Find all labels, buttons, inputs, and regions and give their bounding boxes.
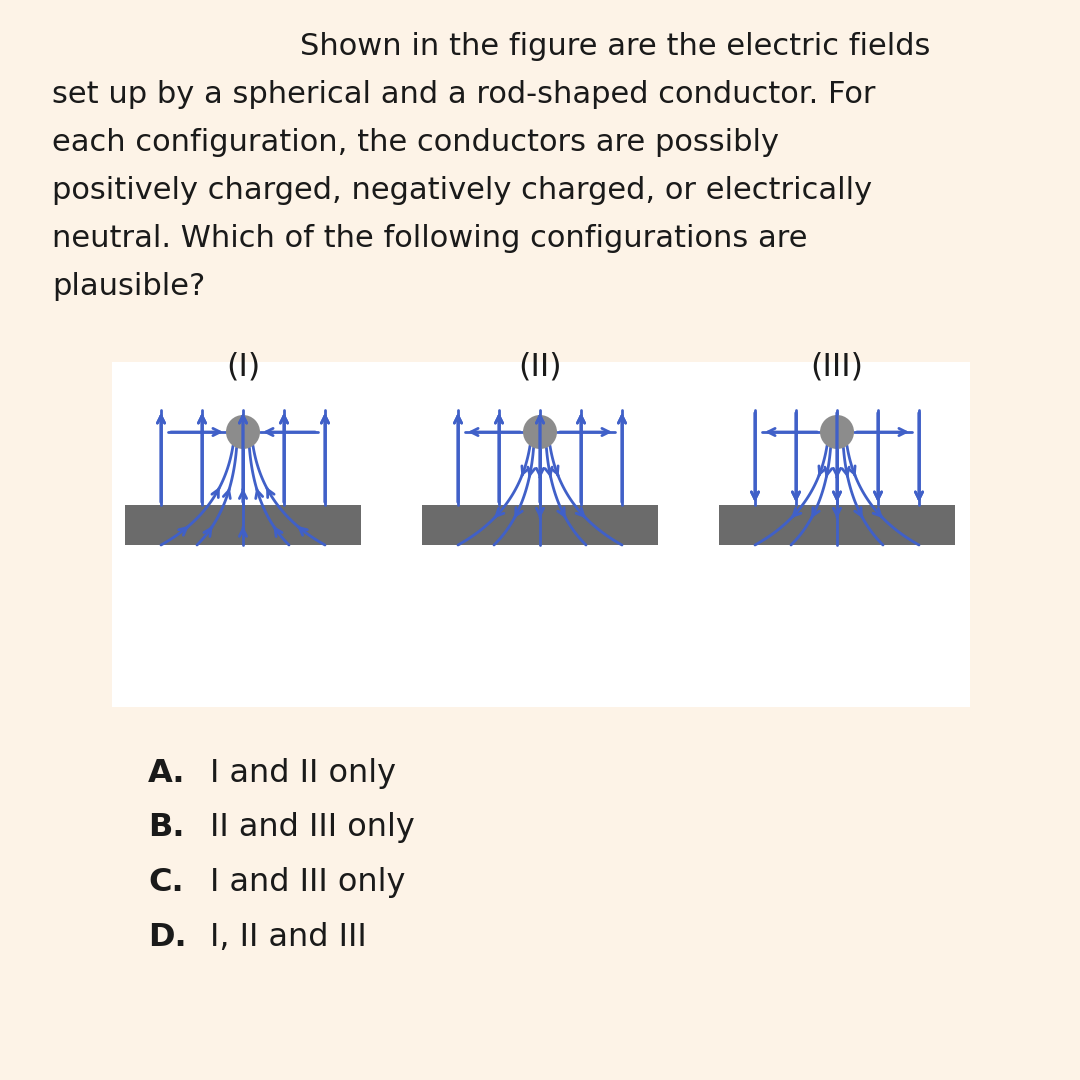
Text: II and III only: II and III only xyxy=(210,812,415,843)
Text: (I): (I) xyxy=(226,351,260,382)
Bar xyxy=(719,505,955,545)
Text: B.: B. xyxy=(148,812,185,843)
Text: Shown in the figure are the electric fields: Shown in the figure are the electric fie… xyxy=(300,32,930,60)
Bar xyxy=(422,505,658,545)
Text: (II): (II) xyxy=(518,351,562,382)
Text: A.: A. xyxy=(148,758,186,789)
Text: C.: C. xyxy=(148,867,184,897)
Text: I and III only: I and III only xyxy=(210,867,405,897)
Text: each configuration, the conductors are possibly: each configuration, the conductors are p… xyxy=(52,129,779,157)
Bar xyxy=(125,505,361,545)
Text: set up by a spherical and a rod-shaped conductor. For: set up by a spherical and a rod-shaped c… xyxy=(52,80,876,109)
Circle shape xyxy=(820,415,854,449)
Circle shape xyxy=(226,415,260,449)
Text: (III): (III) xyxy=(810,351,864,382)
Text: neutral. Which of the following configurations are: neutral. Which of the following configur… xyxy=(52,224,808,253)
Circle shape xyxy=(523,415,557,449)
Text: plausible?: plausible? xyxy=(52,272,205,301)
Text: D.: D. xyxy=(148,922,187,953)
Bar xyxy=(112,362,970,707)
Text: I, II and III: I, II and III xyxy=(210,922,367,953)
Text: I and II only: I and II only xyxy=(210,758,396,789)
Text: positively charged, negatively charged, or electrically: positively charged, negatively charged, … xyxy=(52,176,873,205)
